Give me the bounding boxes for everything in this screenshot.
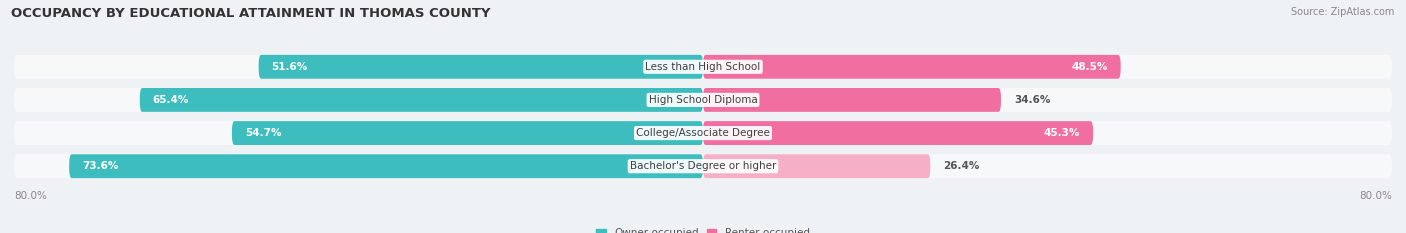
Text: 65.4%: 65.4% <box>153 95 188 105</box>
Text: 26.4%: 26.4% <box>943 161 980 171</box>
Text: High School Diploma: High School Diploma <box>648 95 758 105</box>
FancyBboxPatch shape <box>139 88 703 112</box>
Text: 54.7%: 54.7% <box>245 128 281 138</box>
FancyBboxPatch shape <box>703 55 1121 79</box>
FancyBboxPatch shape <box>14 55 1392 79</box>
FancyBboxPatch shape <box>69 154 703 178</box>
FancyBboxPatch shape <box>259 55 703 79</box>
FancyBboxPatch shape <box>14 121 1392 145</box>
Text: 80.0%: 80.0% <box>14 191 46 201</box>
Text: Bachelor's Degree or higher: Bachelor's Degree or higher <box>630 161 776 171</box>
FancyBboxPatch shape <box>703 154 931 178</box>
FancyBboxPatch shape <box>14 88 1392 112</box>
FancyBboxPatch shape <box>14 154 1392 178</box>
Text: OCCUPANCY BY EDUCATIONAL ATTAINMENT IN THOMAS COUNTY: OCCUPANCY BY EDUCATIONAL ATTAINMENT IN T… <box>11 7 491 20</box>
FancyBboxPatch shape <box>703 121 1092 145</box>
Text: 45.3%: 45.3% <box>1043 128 1080 138</box>
Text: Less than High School: Less than High School <box>645 62 761 72</box>
Text: 51.6%: 51.6% <box>271 62 308 72</box>
Legend: Owner-occupied, Renter-occupied: Owner-occupied, Renter-occupied <box>592 224 814 233</box>
FancyBboxPatch shape <box>703 88 1001 112</box>
Text: 80.0%: 80.0% <box>1360 191 1392 201</box>
Text: 73.6%: 73.6% <box>82 161 118 171</box>
Text: College/Associate Degree: College/Associate Degree <box>636 128 770 138</box>
FancyBboxPatch shape <box>232 121 703 145</box>
Text: 34.6%: 34.6% <box>1014 95 1050 105</box>
Text: 48.5%: 48.5% <box>1071 62 1108 72</box>
Text: Source: ZipAtlas.com: Source: ZipAtlas.com <box>1291 7 1395 17</box>
